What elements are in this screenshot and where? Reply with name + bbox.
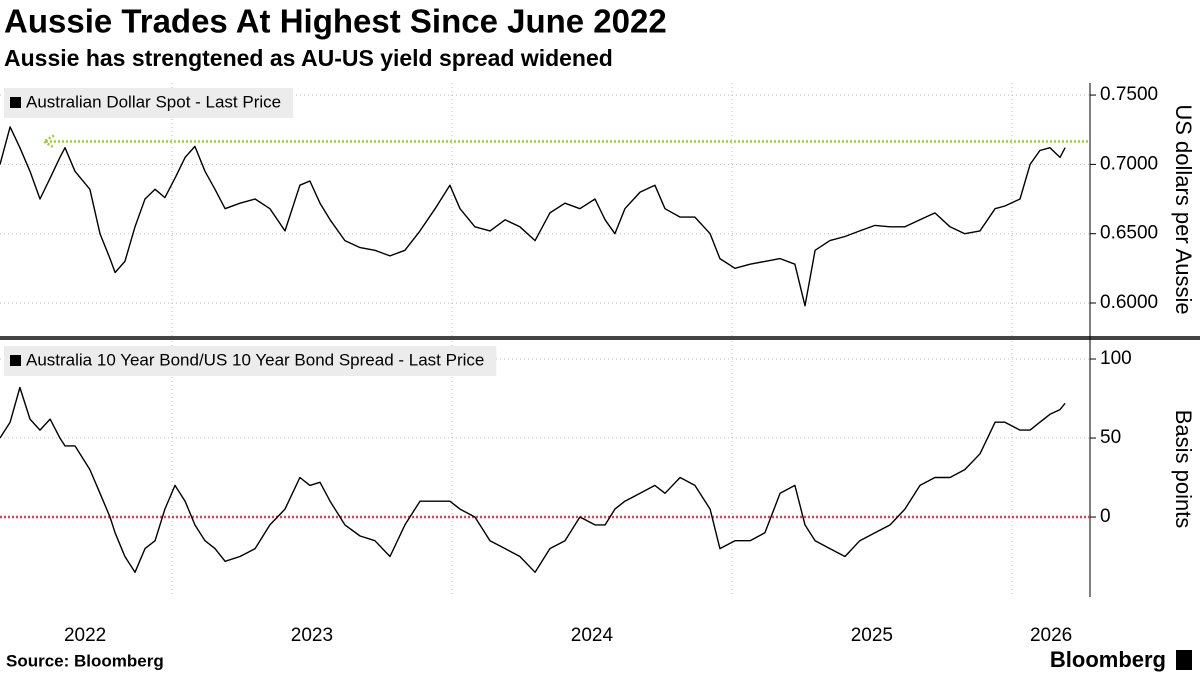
x-tick-label: 2025: [851, 625, 893, 646]
line-series: [0, 126, 1066, 307]
y-tick-label: 0.7500: [1100, 84, 1158, 105]
line-series: [0, 386, 1066, 573]
panel-divider: [0, 336, 1200, 340]
x-tick-label: 2022: [64, 625, 106, 646]
y-axis-title: Basis points: [1171, 410, 1196, 529]
x-tick-label: 2024: [571, 625, 614, 646]
legend-swatch: [10, 355, 21, 366]
y-tick-label: 0.7000: [1100, 153, 1158, 174]
chart-subtitle: Aussie has strengtened as AU-US yield sp…: [4, 45, 613, 71]
legend-swatch: [10, 97, 21, 108]
chart-title: Aussie Trades At Highest Since June 2022: [4, 3, 667, 40]
x-tick-label: 2026: [1030, 625, 1072, 646]
logo-icon: [1176, 650, 1192, 670]
y-axis-title: US dollars per Aussie: [1171, 104, 1196, 314]
reference-arrow: [41, 134, 55, 149]
y-tick-label: 50: [1100, 427, 1121, 448]
source: Source: Bloomberg: [6, 651, 164, 670]
y-tick-label: 100: [1100, 348, 1132, 369]
x-tick-label: 2023: [291, 625, 333, 646]
y-tick-label: 0: [1100, 506, 1111, 527]
legend-label: Australian Dollar Spot - Last Price: [26, 92, 281, 111]
legend-label: Australia 10 Year Bond/US 10 Year Bond S…: [26, 350, 484, 369]
y-tick-label: 0.6500: [1100, 223, 1158, 244]
y-tick-label: 0.6000: [1100, 292, 1158, 313]
legend-box: [4, 88, 294, 118]
legend-box: [4, 346, 497, 376]
logo: Bloomberg: [1050, 647, 1166, 672]
